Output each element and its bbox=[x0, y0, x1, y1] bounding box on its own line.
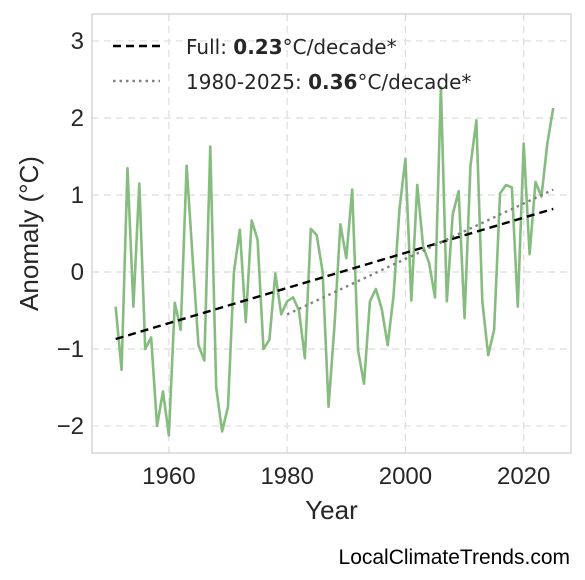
legend-full-value: 0.23 bbox=[233, 35, 282, 59]
legend: Full: 0.23°C/decade* 1980-2025: 0.36°C/d… bbox=[113, 35, 471, 94]
grid-lines bbox=[92, 14, 571, 453]
y-tick-label: 1 bbox=[71, 182, 84, 209]
full-trend-line bbox=[115, 207, 554, 341]
legend-recent-suffix: °C/decade* bbox=[357, 70, 471, 94]
plot-frame bbox=[91, 13, 572, 454]
x-tick-label: 2020 bbox=[497, 463, 550, 490]
x-axis-ticks: 1960 1980 2000 2020 bbox=[142, 463, 550, 490]
y-tick-label: 0 bbox=[71, 259, 84, 286]
site-credit: LocalClimateTrends.com bbox=[338, 546, 570, 569]
legend-full-suffix: °C/decade* bbox=[283, 35, 397, 59]
x-tick-label: 1960 bbox=[142, 463, 195, 490]
y-tick-label: −1 bbox=[57, 336, 84, 363]
legend-label-full: Full: 0.23°C/decade* bbox=[186, 35, 397, 59]
y-tick-label: 2 bbox=[71, 105, 84, 132]
anomaly-series-line bbox=[114, 85, 555, 437]
y-tick-label: −2 bbox=[57, 413, 84, 440]
y-tick-label: 3 bbox=[71, 28, 84, 55]
y-axis-ticks: −2 −1 0 1 2 3 bbox=[57, 28, 84, 440]
anomaly-chart: −2 −1 0 1 2 3 1960 1980 2000 2020 Year Anomaly (… bbox=[14, 13, 572, 525]
legend-full-prefix: Full: bbox=[186, 35, 233, 59]
x-axis-label: Year bbox=[305, 495, 358, 525]
x-tick-label: 2000 bbox=[379, 463, 432, 490]
x-tick-label: 1980 bbox=[260, 463, 313, 490]
y-axis-label: Anomaly (°C) bbox=[14, 156, 44, 311]
legend-label-recent: 1980-2025: 0.36°C/decade* bbox=[186, 70, 471, 94]
legend-recent-value: 0.36 bbox=[308, 70, 357, 94]
legend-recent-prefix: 1980-2025: bbox=[186, 70, 308, 94]
